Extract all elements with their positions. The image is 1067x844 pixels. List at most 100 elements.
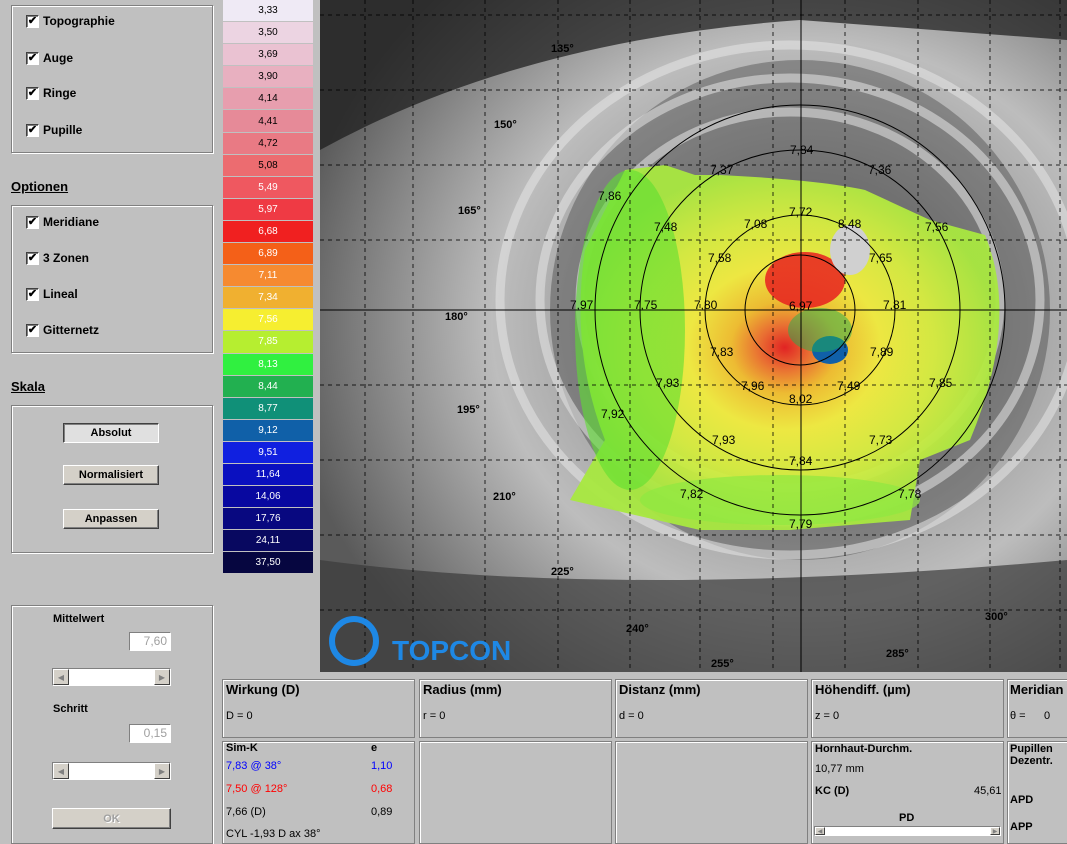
curvature-value: 7,73 — [869, 433, 893, 447]
optionen-heading: Optionen — [11, 179, 69, 194]
scale-step: 3,69 — [223, 44, 313, 67]
pd-slider[interactable]: ◀ ▶ — [814, 826, 1001, 836]
optionen-checkbox-label: Meridiane — [43, 215, 100, 229]
angle-label: 165° — [458, 205, 481, 217]
checkmark-icon[interactable]: ✔ — [26, 215, 39, 229]
simk-k-value: 7,66 (D) — [226, 806, 266, 818]
cornea-title: Hornhaut-Durchm. — [815, 743, 913, 755]
checkmark-icon[interactable]: ✔ — [26, 86, 39, 100]
optionen-checkbox-0[interactable]: ✔ Meridiane — [26, 215, 99, 229]
checkmark-icon[interactable]: ✔ — [26, 323, 39, 337]
scale-step: 5,49 — [223, 176, 313, 199]
lower-lid-shadow — [320, 560, 1067, 672]
optionen-checkbox-2[interactable]: ✔ Lineal — [26, 287, 78, 301]
angle-label: 225° — [551, 566, 574, 578]
anpassen-button[interactable]: Anpassen — [63, 509, 159, 529]
eyelid-shadow — [320, 0, 1067, 150]
normalisiert-button[interactable]: Normalisiert — [63, 465, 159, 485]
checkmark-icon[interactable]: ✔ — [26, 14, 39, 28]
scale-step: 37,50 — [223, 552, 313, 575]
wirkung-value: D = 0 — [226, 710, 253, 722]
scale-step: 5,97 — [223, 198, 313, 221]
curvature-value: 7,96 — [741, 379, 765, 393]
scale-step: 6,68 — [223, 220, 313, 244]
curvature-value: 7,78 — [898, 487, 922, 501]
distanz-title: Distanz (mm) — [619, 682, 701, 697]
scale-step: 4,72 — [223, 132, 313, 155]
checkmark-icon[interactable]: ✔ — [26, 51, 39, 65]
checkmark-icon[interactable]: ✔ — [26, 251, 39, 265]
angle-label: 135° — [551, 43, 574, 55]
simk-title: Sim-K — [226, 742, 258, 754]
empty-panel-2 — [419, 741, 612, 844]
mittelwert-slider[interactable]: ◀ ▶ — [52, 668, 171, 686]
angle-label: 285° — [886, 648, 909, 660]
simk-e-value: 1,10 — [371, 760, 393, 772]
curvature-value: 7,49 — [837, 379, 861, 393]
slider-right-arrow-icon[interactable]: ▶ — [154, 763, 170, 779]
display-checkbox-3[interactable]: ✔ Pupille — [26, 123, 82, 137]
optionen-checkbox-label: Gitternetz — [43, 323, 100, 337]
curvature-value: 7,85 — [929, 376, 953, 390]
pupil-title: Pupillen Dezentr. — [1010, 743, 1053, 767]
scale-step: 7,85 — [223, 331, 313, 354]
scale-step: 3,50 — [223, 22, 313, 45]
color-scale-legend: 3,33 3,50 3,69 3,90 4,14 4,41 4,72 5,08 5,49 5,97… — [223, 0, 313, 575]
scale-step: 4,41 — [223, 110, 313, 133]
slider-left-arrow-icon[interactable]: ◀ — [53, 763, 69, 779]
slider-left-arrow-icon[interactable]: ◀ — [53, 669, 69, 685]
curvature-value: 7,93 — [656, 376, 680, 390]
curvature-value: 7,86 — [598, 189, 622, 203]
display-checkbox-label: Auge — [43, 51, 73, 65]
simk-k-value: 7,50 @ 128° — [226, 783, 288, 795]
scale-step: 9,12 — [223, 419, 313, 442]
meridian-value: 0 — [1044, 710, 1051, 722]
display-checkbox-2[interactable]: ✔ Ringe — [26, 86, 76, 100]
angle-labels: 135° 150° 165° 180° 195° 210° 225° 240° 255° 285°… — [445, 43, 1008, 670]
schritt-field[interactable]: 0,15 — [129, 724, 171, 743]
pd-label: PD — [899, 812, 915, 824]
scale-step: 7,11 — [223, 265, 313, 288]
skala-groupbox — [11, 405, 213, 553]
curvature-value: 7,36 — [868, 163, 892, 177]
topo-center-red — [765, 252, 845, 308]
slider-right-arrow-icon[interactable]: ▶ — [154, 669, 170, 685]
simk-e-title: e — [371, 742, 378, 754]
ok-button[interactable]: OK — [52, 808, 171, 829]
optionen-checkbox-label: Lineal — [43, 287, 78, 301]
display-checkbox-label: Ringe — [43, 86, 77, 100]
slider-right-arrow-icon[interactable]: ▶ — [990, 827, 1000, 835]
slider-left-arrow-icon[interactable]: ◀ — [815, 827, 825, 835]
curvature-value: 8,48 — [838, 217, 862, 231]
topography-map[interactable]: 135° 150° 165° 180° 195° 210° 225° 240° 255° 285°… — [320, 0, 1067, 672]
scale-step: 4,14 — [223, 88, 313, 111]
scale-step: 24,11 — [223, 530, 313, 553]
curvature-value: 8,02 — [789, 392, 813, 406]
scale-step: 7,34 — [223, 287, 313, 310]
topo-green-edge — [640, 475, 920, 525]
checkmark-icon[interactable]: ✔ — [26, 287, 39, 301]
schritt-slider[interactable]: ◀ ▶ — [52, 762, 171, 780]
grid-lines — [320, 0, 1067, 672]
display-checkbox-1[interactable]: ✔ Auge — [26, 51, 73, 65]
curvature-value: 7,65 — [869, 251, 893, 265]
optionen-checkbox-3[interactable]: ✔ Gitternetz — [26, 323, 99, 337]
optionen-groupbox — [11, 205, 213, 353]
display-checkbox-label: Pupille — [43, 123, 83, 137]
optionen-checkbox-1[interactable]: ✔ 3 Zonen — [26, 251, 89, 265]
curvature-value: 7,37 — [710, 163, 734, 177]
curvature-value: 7,84 — [789, 454, 813, 468]
absolut-button[interactable]: Absolut — [63, 423, 159, 443]
schritt-label: Schritt — [53, 703, 88, 715]
kc-label: KC (D) — [815, 785, 850, 797]
curvature-value: 7,92 — [601, 407, 625, 421]
checkmark-icon[interactable]: ✔ — [26, 123, 39, 137]
empty-panel-3 — [615, 741, 808, 844]
scale-step: 8,44 — [223, 375, 313, 398]
skala-heading: Skala — [11, 379, 45, 394]
mittelwert-field[interactable]: 7,60 — [129, 632, 171, 651]
display-checkbox-0[interactable]: ✔ Topographie — [26, 14, 115, 28]
mittelwert-label: Mittelwert — [53, 613, 105, 625]
topo-center-green — [788, 308, 852, 352]
angle-label: 300° — [985, 611, 1008, 623]
